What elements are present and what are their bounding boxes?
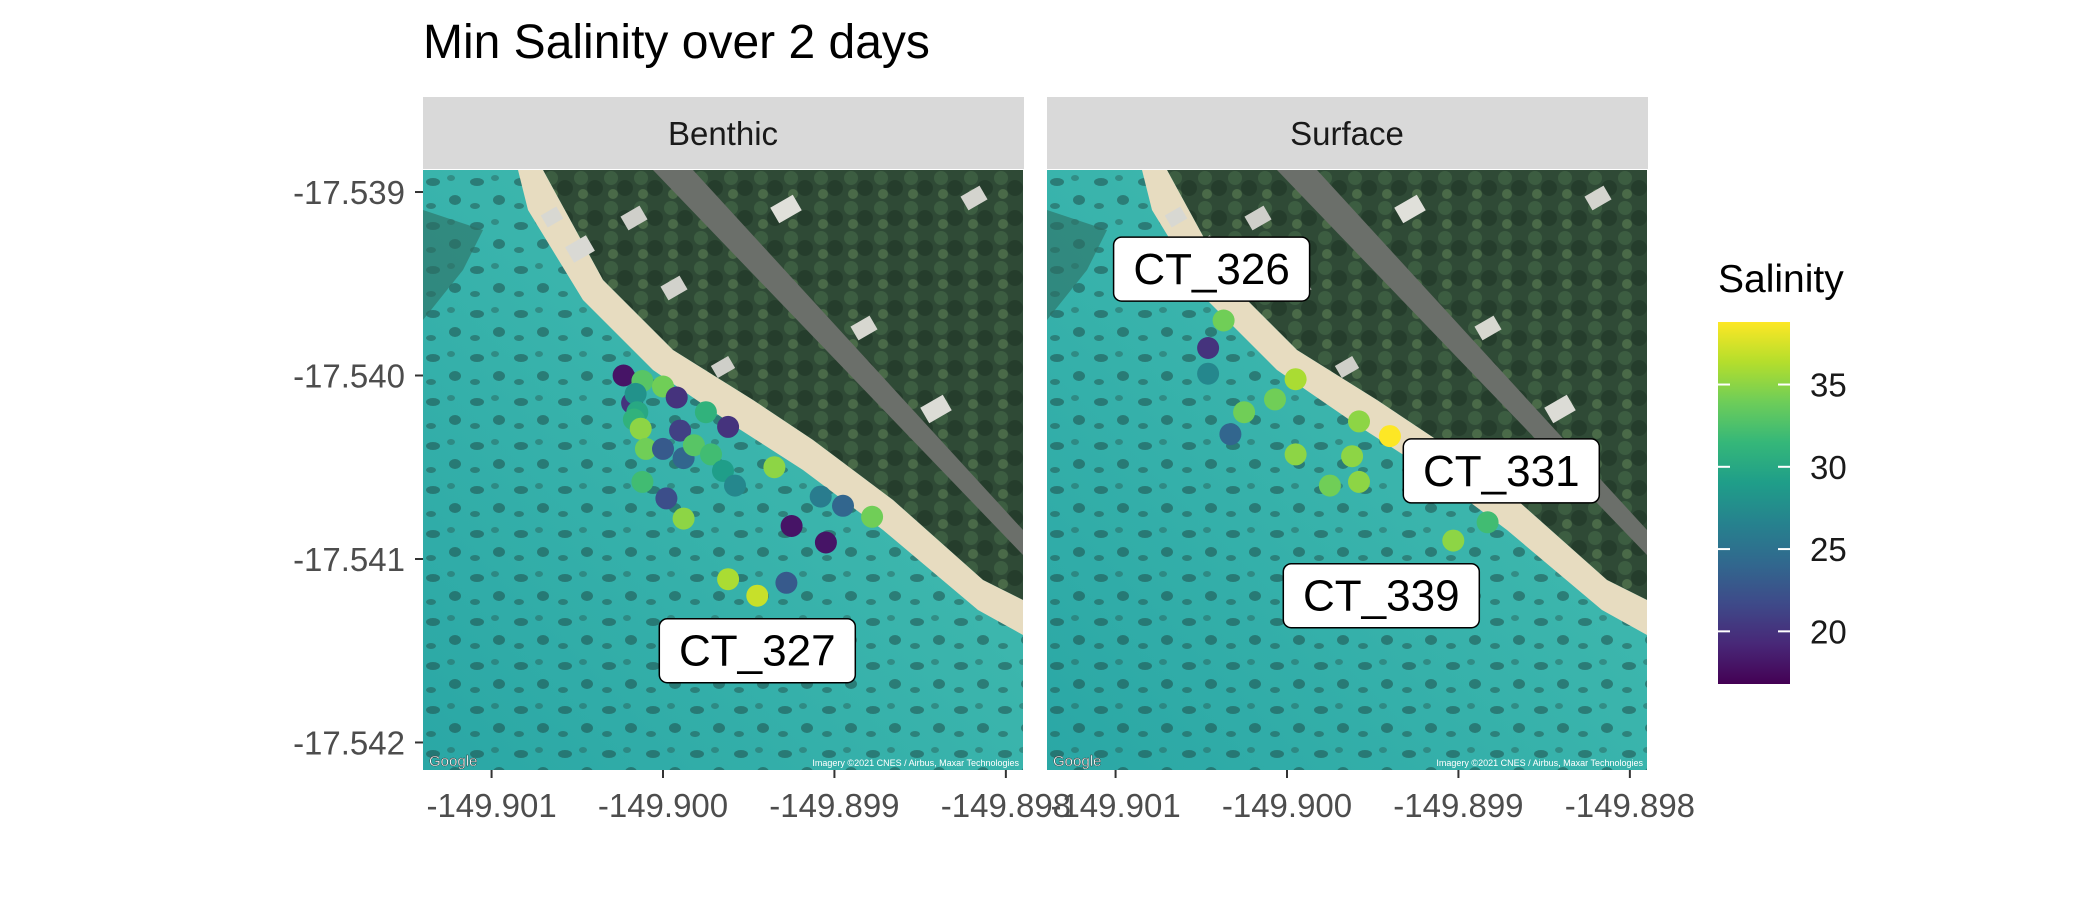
station-label-box xyxy=(1402,438,1601,504)
data-point xyxy=(1212,309,1235,332)
data-point xyxy=(634,437,657,460)
data-point xyxy=(1348,470,1370,493)
google-attribution: Google xyxy=(1053,753,1101,770)
station-label: CT_339 xyxy=(1303,572,1460,621)
data-point xyxy=(775,571,798,594)
data-point xyxy=(1197,337,1220,359)
y-tick-label: -17.542 xyxy=(293,725,405,762)
data-point xyxy=(717,415,740,438)
data-point xyxy=(672,507,695,530)
data-point xyxy=(1264,388,1286,411)
data-point xyxy=(655,487,678,510)
panel-strip-label: Benthic xyxy=(668,115,778,152)
colorbar-tick-label: 25 xyxy=(1810,531,1847,568)
data-point xyxy=(700,443,722,466)
data-point xyxy=(712,459,734,482)
y-tick-label: -17.540 xyxy=(293,358,405,395)
colorbar-bar xyxy=(1718,322,1790,684)
x-tick-label: -149.899 xyxy=(1393,787,1523,824)
axes: -17.539-17.540-17.541-17.542-149.901 -149… xyxy=(293,174,1695,824)
data-point xyxy=(624,382,647,405)
data-point xyxy=(1197,362,1220,385)
panel-strip-label: Surface xyxy=(1290,115,1404,152)
google-attribution: Google xyxy=(429,753,477,770)
satellite-basemap: Google Imagery ©2021 CNES / Airbus, Maxa… xyxy=(1047,170,1647,770)
colorbar-legend: Salinity 20 25 30 35 xyxy=(1718,258,1847,684)
station-label-box xyxy=(658,617,857,684)
data-point xyxy=(861,505,884,528)
data-point xyxy=(832,494,854,517)
data-point xyxy=(665,386,688,409)
data-point xyxy=(631,470,654,493)
station-label: CT_326 xyxy=(1133,245,1290,294)
colorbar-tick-label: 35 xyxy=(1810,367,1847,404)
x-tick-label: -149.900 xyxy=(598,787,728,824)
station-label-box xyxy=(1282,562,1481,629)
data-point xyxy=(652,437,674,460)
data-point xyxy=(809,485,832,508)
data-point xyxy=(763,456,786,479)
imagery-credit: Imagery ©2021 CNES / Airbus, Maxar Techn… xyxy=(1436,758,1643,768)
x-tick-label: -149.900 xyxy=(1222,787,1352,824)
satellite-basemap: Google Imagery ©2021 CNES / Airbus, Maxa… xyxy=(423,170,1023,770)
data-point xyxy=(1341,445,1364,468)
data-point xyxy=(1318,474,1341,497)
data-point xyxy=(1284,368,1307,391)
data-point xyxy=(612,364,635,387)
station-label: CT_331 xyxy=(1423,447,1580,496)
imagery-credit: Imagery ©2021 CNES / Airbus, Maxar Techn… xyxy=(812,758,1019,768)
data-point xyxy=(669,419,692,442)
x-tick-label: -149.899 xyxy=(769,787,899,824)
x-tick-label: -149.898 xyxy=(1565,787,1695,824)
data-point xyxy=(746,584,769,607)
x-tick-label: -149.901 xyxy=(1050,787,1180,824)
data-point xyxy=(1378,425,1401,448)
data-point xyxy=(1219,423,1242,446)
panel-surface: Surface Google Imagery ©2021 CNES / Airb… xyxy=(1047,97,1648,770)
data-point xyxy=(1284,443,1307,466)
colorbar-title: Salinity xyxy=(1718,258,1844,301)
data-point xyxy=(1233,401,1256,424)
data-point xyxy=(694,401,717,424)
x-tick-label: -149.898 xyxy=(941,787,1071,824)
colorbar-tick-label: 20 xyxy=(1810,613,1847,650)
station-label: CT_327 xyxy=(679,627,836,676)
station-label-box xyxy=(1112,236,1311,302)
data-point xyxy=(814,531,837,554)
y-tick-label: -17.541 xyxy=(293,541,405,578)
data-point xyxy=(1348,410,1370,433)
panel-benthic: Benthic Google Imagery ©2021 CNES / Airb… xyxy=(423,97,1024,770)
x-tick-label: -149.901 xyxy=(426,787,556,824)
colorbar-tick-label: 30 xyxy=(1810,449,1847,486)
y-tick-label: -17.539 xyxy=(293,174,405,211)
data-point xyxy=(682,434,705,457)
chart-title: Min Salinity over 2 days xyxy=(423,16,930,69)
data-point xyxy=(717,568,740,591)
data-point xyxy=(1442,529,1465,552)
data-point xyxy=(1476,511,1499,534)
data-point xyxy=(724,474,746,497)
data-point xyxy=(629,417,652,440)
data-point xyxy=(780,515,803,537)
